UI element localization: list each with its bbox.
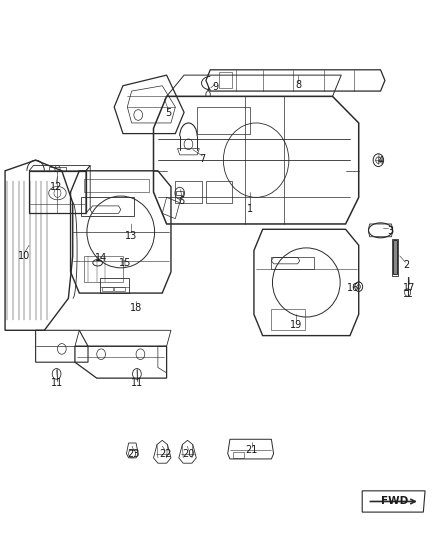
Bar <box>393 240 397 274</box>
Text: 5: 5 <box>165 108 172 118</box>
Text: 20: 20 <box>182 449 194 458</box>
Text: 23: 23 <box>127 449 140 458</box>
Text: 15: 15 <box>119 259 131 268</box>
Bar <box>271 309 305 330</box>
Text: 7: 7 <box>199 154 205 164</box>
Text: 17: 17 <box>403 283 416 293</box>
Text: 11: 11 <box>131 378 144 389</box>
Text: FWD: FWD <box>381 496 408 506</box>
Bar <box>84 256 123 282</box>
Bar <box>271 257 314 269</box>
Text: 2: 2 <box>404 261 410 270</box>
Bar <box>233 451 244 458</box>
Text: 18: 18 <box>130 303 142 313</box>
Bar <box>81 197 134 216</box>
Bar <box>206 181 232 203</box>
Bar <box>392 239 398 276</box>
Text: 13: 13 <box>125 231 138 241</box>
Text: 6: 6 <box>179 196 185 206</box>
Bar <box>102 287 113 292</box>
Bar <box>219 72 232 88</box>
Text: 8: 8 <box>295 80 301 90</box>
Bar <box>100 278 129 293</box>
Text: 10: 10 <box>18 252 30 261</box>
Text: 11: 11 <box>51 378 64 389</box>
Text: 12: 12 <box>50 182 62 192</box>
Bar <box>197 107 250 134</box>
Text: 19: 19 <box>290 320 302 330</box>
Text: 21: 21 <box>246 445 258 455</box>
Bar <box>84 179 149 192</box>
Text: 22: 22 <box>159 449 172 458</box>
Text: 16: 16 <box>347 283 360 293</box>
Text: 3: 3 <box>388 227 394 237</box>
Text: 14: 14 <box>95 253 107 263</box>
Text: 9: 9 <box>212 82 218 92</box>
Bar <box>176 191 183 195</box>
Text: 1: 1 <box>247 204 253 214</box>
Text: 4: 4 <box>378 156 384 166</box>
Bar <box>175 181 201 203</box>
Bar <box>114 287 125 292</box>
